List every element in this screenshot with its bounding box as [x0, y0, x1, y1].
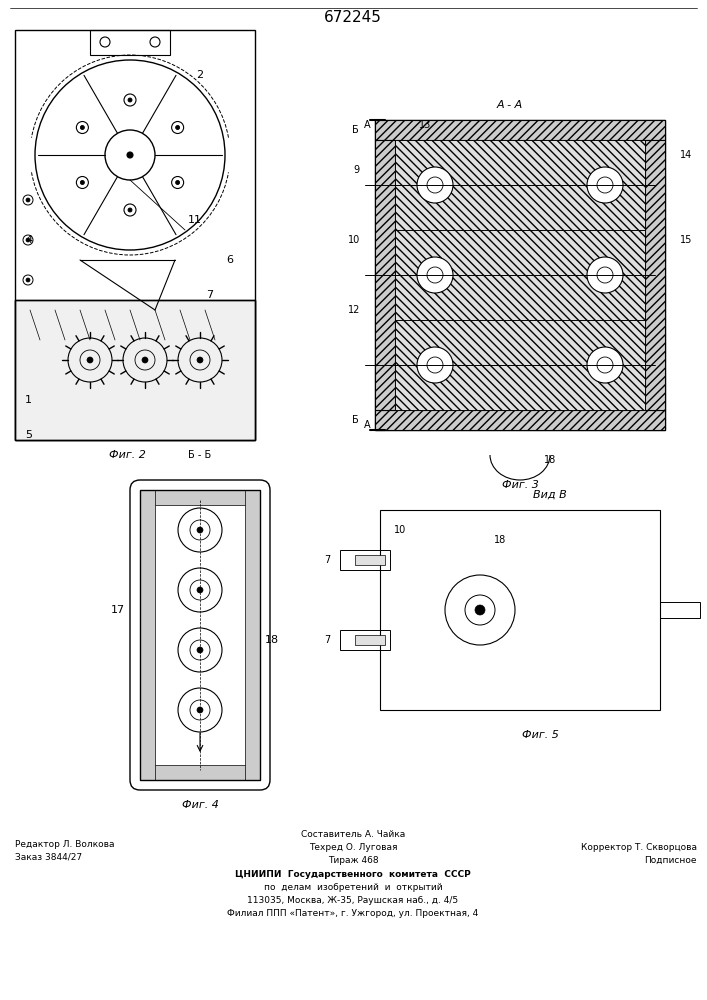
- Circle shape: [417, 347, 453, 383]
- Text: 18: 18: [494, 535, 506, 545]
- Text: Филиал ППП «Патент», г. Ужгород, ул. Проектная, 4: Филиал ППП «Патент», г. Ужгород, ул. Про…: [228, 909, 479, 918]
- Bar: [375, 120, 665, 140]
- Text: 10: 10: [394, 525, 406, 535]
- Circle shape: [26, 198, 30, 202]
- Bar: [395, 320, 645, 410]
- Text: 11: 11: [188, 215, 202, 225]
- Text: 7: 7: [206, 290, 214, 300]
- Text: Б - Б: Б - Б: [188, 450, 211, 460]
- Text: Техред О. Луговая: Техред О. Луговая: [309, 843, 397, 852]
- Text: А - А: А - А: [497, 100, 523, 110]
- Text: 18: 18: [544, 455, 556, 465]
- Circle shape: [128, 208, 132, 212]
- Text: Б: Б: [351, 415, 358, 425]
- Text: 7: 7: [324, 555, 330, 565]
- Text: Вид В: Вид В: [533, 490, 567, 500]
- Circle shape: [26, 278, 30, 282]
- Bar: [140, 765, 260, 780]
- Bar: [395, 140, 645, 230]
- Text: Тираж 468: Тираж 468: [327, 856, 378, 865]
- Bar: [380, 510, 660, 710]
- Circle shape: [197, 357, 203, 363]
- Circle shape: [175, 180, 180, 184]
- Bar: [395, 230, 645, 320]
- Text: Б: Б: [351, 125, 358, 135]
- Circle shape: [81, 180, 84, 184]
- Circle shape: [587, 347, 623, 383]
- Bar: [375, 410, 665, 430]
- Circle shape: [142, 357, 148, 363]
- Circle shape: [81, 125, 84, 129]
- Circle shape: [87, 357, 93, 363]
- Bar: [90, 30, 170, 55]
- Text: Заказ 3844/27: Заказ 3844/27: [15, 853, 82, 862]
- Text: 7: 7: [324, 635, 330, 645]
- Circle shape: [178, 688, 222, 732]
- Bar: [15, 300, 255, 440]
- Text: 9: 9: [354, 165, 360, 175]
- Text: Фиг. 4: Фиг. 4: [182, 800, 218, 810]
- Circle shape: [26, 238, 30, 242]
- Circle shape: [197, 587, 203, 593]
- Text: 10: 10: [348, 235, 360, 245]
- Circle shape: [127, 152, 133, 158]
- Circle shape: [197, 647, 203, 653]
- Circle shape: [587, 257, 623, 293]
- Text: Фиг. 5: Фиг. 5: [522, 730, 559, 740]
- Circle shape: [587, 167, 623, 203]
- Text: Фиг. 2: Фиг. 2: [109, 450, 146, 460]
- Bar: [245, 490, 260, 780]
- Circle shape: [417, 257, 453, 293]
- Text: 113035, Москва, Ж-35, Раушская наб., д. 4/5: 113035, Москва, Ж-35, Раушская наб., д. …: [247, 896, 459, 905]
- Text: 5: 5: [25, 430, 32, 440]
- Text: 4: 4: [25, 235, 32, 245]
- Circle shape: [445, 575, 515, 645]
- Text: Составитель А. Чайка: Составитель А. Чайка: [301, 830, 405, 839]
- Bar: [645, 140, 665, 410]
- Circle shape: [178, 628, 222, 672]
- Bar: [375, 140, 395, 410]
- Text: А: А: [363, 420, 370, 430]
- Bar: [395, 320, 645, 410]
- Text: 14: 14: [680, 150, 692, 160]
- Text: 672245: 672245: [324, 10, 382, 25]
- Text: по  делам  изобретений  и  открытий: по делам изобретений и открытий: [264, 883, 443, 892]
- Text: ЦНИИПИ  Государственного  комитета  СССР: ЦНИИПИ Государственного комитета СССР: [235, 870, 471, 879]
- Circle shape: [175, 125, 180, 129]
- Bar: [340, 550, 390, 570]
- Text: 18: 18: [265, 635, 279, 645]
- Text: 15: 15: [680, 235, 692, 245]
- Text: 12: 12: [348, 305, 360, 315]
- Circle shape: [178, 508, 222, 552]
- Circle shape: [475, 605, 485, 615]
- Text: Фиг. 3: Фиг. 3: [501, 480, 539, 490]
- Bar: [140, 490, 260, 780]
- Bar: [375, 120, 665, 430]
- Bar: [395, 230, 645, 320]
- Bar: [340, 630, 390, 650]
- Bar: [355, 555, 385, 565]
- Text: А: А: [363, 120, 370, 130]
- Circle shape: [417, 167, 453, 203]
- Text: 13: 13: [419, 120, 431, 130]
- Bar: [15, 30, 255, 440]
- Bar: [355, 635, 385, 645]
- Text: 1: 1: [25, 395, 32, 405]
- Text: Редактор Л. Волкова: Редактор Л. Волкова: [15, 840, 115, 849]
- Text: 6: 6: [226, 255, 233, 265]
- Text: 2: 2: [197, 70, 204, 80]
- Circle shape: [197, 527, 203, 533]
- Circle shape: [128, 98, 132, 102]
- Text: Корректор Т. Скворцова: Корректор Т. Скворцова: [581, 843, 697, 852]
- Text: 17: 17: [111, 605, 125, 615]
- Bar: [140, 490, 260, 505]
- Circle shape: [197, 707, 203, 713]
- Circle shape: [178, 568, 222, 612]
- Bar: [660, 602, 700, 618]
- Bar: [140, 490, 155, 780]
- Text: Подписное: Подписное: [645, 856, 697, 865]
- Bar: [15, 300, 255, 440]
- Bar: [395, 140, 645, 230]
